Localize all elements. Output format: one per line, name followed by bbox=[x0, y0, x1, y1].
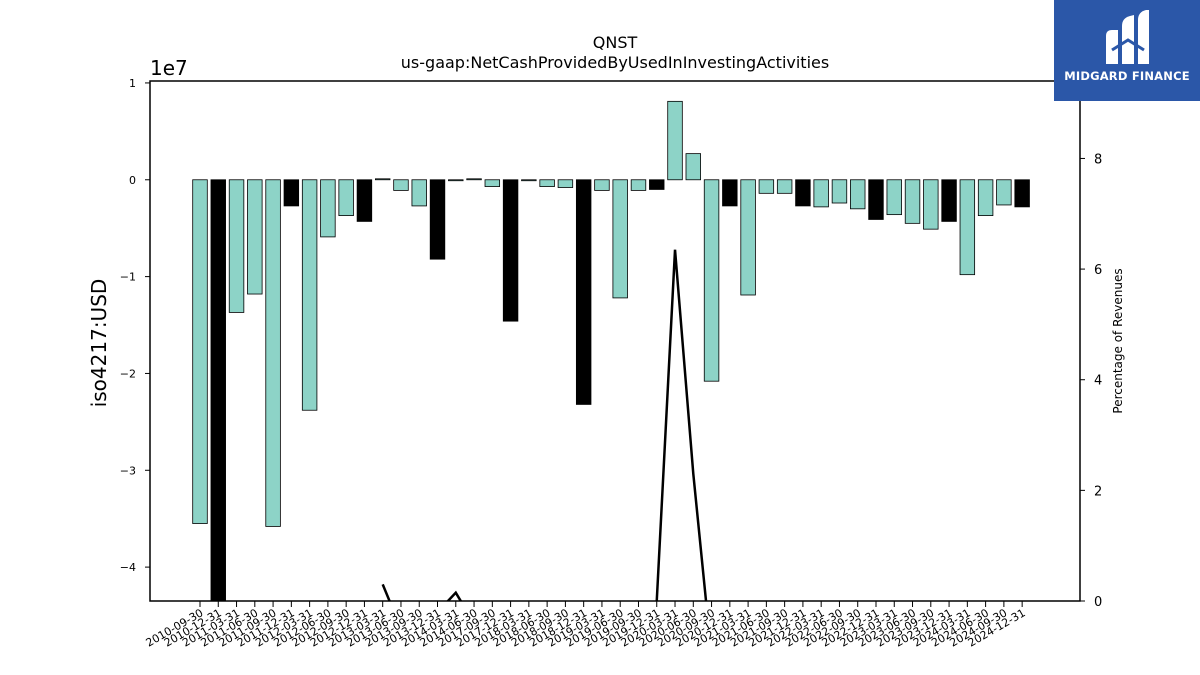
bar-2020-06-30 bbox=[685, 153, 701, 181]
bar-2024-03-31 bbox=[959, 179, 976, 276]
bar-2023-06-30 bbox=[904, 179, 921, 224]
chart-subtitle: us-gaap:NetCashProvidedByUsedInInvesting… bbox=[401, 53, 829, 72]
bar-2018-03-31 bbox=[521, 179, 537, 182]
y2-tick-label: 2 bbox=[1094, 484, 1102, 499]
y2-tick-label: 4 bbox=[1094, 374, 1102, 389]
bar-2017-09-30 bbox=[484, 179, 501, 187]
bar-2020-03-31 bbox=[667, 100, 683, 181]
bar-2013-12-31 bbox=[429, 179, 446, 260]
bar-2024-06-30 bbox=[977, 179, 994, 217]
bar-2021-09-30 bbox=[776, 179, 793, 194]
bar-2021-12-31 bbox=[795, 179, 811, 207]
bar-2010-09-30 bbox=[192, 179, 208, 524]
y-offset-label: 1e7 bbox=[150, 56, 188, 80]
midgard-finance-logo: MIDGARD FINANCE bbox=[1054, 0, 1200, 101]
bar-2018-09-30 bbox=[557, 179, 574, 188]
bar-2012-09-30 bbox=[338, 179, 354, 217]
bar-2014-03-31 bbox=[448, 179, 464, 182]
bar-2022-06-30 bbox=[831, 179, 848, 204]
bar-2012-12-31 bbox=[356, 179, 373, 222]
logo-text: MIDGARD FINANCE bbox=[1064, 69, 1190, 83]
bar-2023-12-31 bbox=[941, 179, 957, 222]
bar-2019-03-31 bbox=[594, 179, 610, 191]
bar-2012-06-30 bbox=[320, 179, 336, 238]
y2-tick-label: 0 bbox=[1094, 595, 1102, 610]
logo-mark-icon bbox=[1106, 10, 1149, 64]
y-axis-label: iso4217:USD bbox=[87, 279, 111, 408]
bar-2024-09-30 bbox=[996, 179, 1012, 206]
bar-2011-12-31 bbox=[283, 179, 300, 207]
percentage-line bbox=[381, 249, 708, 601]
y2-tick-label: 8 bbox=[1094, 152, 1102, 167]
bar-2011-06-30 bbox=[247, 179, 263, 295]
bar-2019-09-30 bbox=[630, 179, 647, 191]
bar-2022-09-30 bbox=[850, 179, 866, 210]
y-tick-label: −3 bbox=[120, 464, 136, 477]
bar-2010-12-31 bbox=[210, 179, 226, 601]
bar-2019-12-31 bbox=[649, 179, 665, 190]
bar-2019-06-30 bbox=[612, 179, 628, 299]
bar-2012-03-31 bbox=[301, 179, 318, 411]
y2-tick-label: 6 bbox=[1094, 263, 1102, 278]
bar-2013-06-30 bbox=[393, 179, 409, 191]
bar-2022-12-31 bbox=[868, 179, 884, 220]
bar-2018-12-31 bbox=[575, 179, 592, 405]
bar-2021-03-31 bbox=[740, 179, 756, 296]
bar-2017-12-31 bbox=[502, 179, 519, 322]
bar-2018-06-30 bbox=[539, 179, 555, 187]
chart-title: QNST bbox=[593, 33, 638, 52]
bar-2023-09-30 bbox=[923, 179, 939, 230]
bar-2024-12-31 bbox=[1014, 179, 1030, 208]
bar-2011-09-30 bbox=[265, 179, 281, 527]
bar-2013-03-31 bbox=[374, 178, 391, 181]
bar-2020-12-31 bbox=[722, 179, 738, 207]
bar-2023-03-31 bbox=[886, 179, 902, 216]
bar-2021-06-30 bbox=[758, 179, 775, 194]
bar-2011-03-31 bbox=[228, 179, 245, 313]
bar-2020-09-30 bbox=[703, 179, 720, 382]
y-tick-label: −2 bbox=[120, 367, 136, 380]
line-group bbox=[381, 249, 708, 601]
y-tick-label: 1 bbox=[129, 77, 136, 90]
bar-2014-06-30 bbox=[466, 178, 482, 181]
bars-group bbox=[192, 100, 1030, 601]
bar-2013-09-30 bbox=[411, 179, 427, 207]
y2-axis-label: Percentage of Revenues bbox=[1111, 268, 1125, 413]
plot-frame bbox=[149, 80, 1081, 602]
bar-2022-03-31 bbox=[813, 179, 829, 208]
y-tick-label: −1 bbox=[120, 271, 136, 284]
y-tick-label: 0 bbox=[129, 174, 136, 187]
y-tick-label: −4 bbox=[120, 561, 136, 574]
